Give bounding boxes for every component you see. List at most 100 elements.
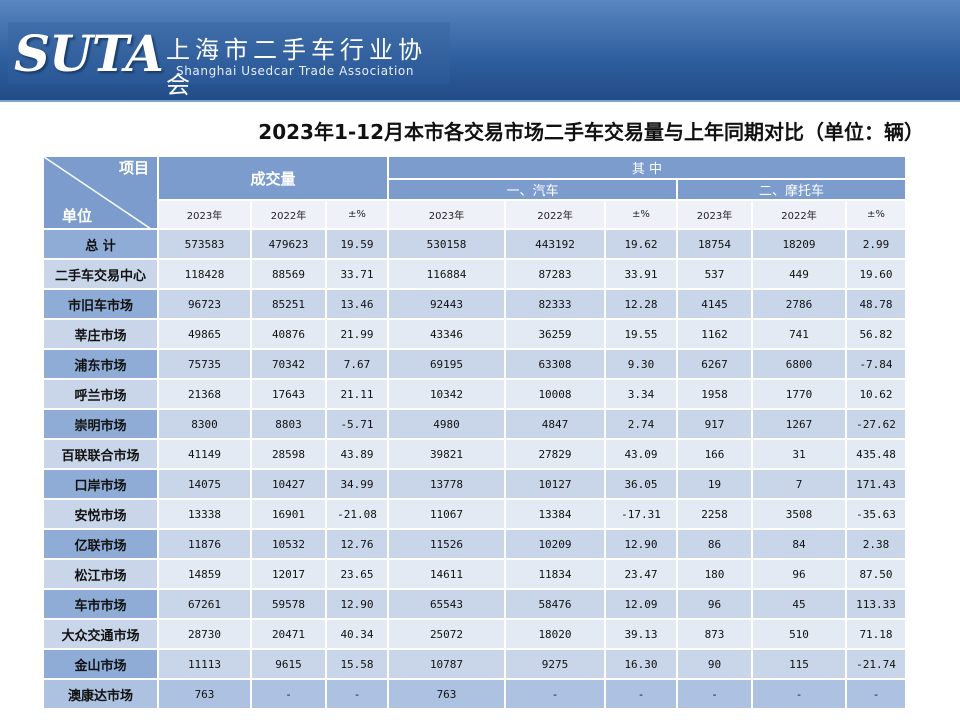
data-cell: 2786	[753, 290, 845, 318]
data-cell: 33.91	[606, 260, 676, 288]
data-cell: 435.48	[847, 440, 905, 468]
table-row: 亿联市场 11876 10532 12.76 11526 10209 12.90 86 84 2.…	[44, 530, 905, 558]
table-row: 崇明市场 8300 8803 -5.71 4980 4847 2.74 917 1267 -27.…	[44, 410, 905, 438]
table-row: 浦东市场 75735 70342 7.67 69195 63308 9.30 6267 6800…	[44, 350, 905, 378]
row-label: 崇明市场	[44, 410, 157, 438]
data-cell: 2.99	[847, 230, 905, 258]
table-row: 大众交通市场 28730 20471 40.34 25072 18020 39.13 873 5…	[44, 620, 905, 648]
data-cell: 67261	[159, 590, 250, 618]
data-cell: 537	[678, 260, 751, 288]
data-cell: 8803	[252, 410, 325, 438]
data-cell: -7.84	[847, 350, 905, 378]
data-cell: 56.82	[847, 320, 905, 348]
row-label: 大众交通市场	[44, 620, 157, 648]
data-cell: 12.90	[606, 530, 676, 558]
header-cars: 一、汽车	[389, 180, 676, 199]
table-row: 澳康达市场 763- -763- - - - -	[44, 680, 905, 708]
data-cell: 510	[753, 620, 845, 648]
data-cell: 6267	[678, 350, 751, 378]
data-cell: 4145	[678, 290, 751, 318]
data-cell: 12.76	[327, 530, 387, 558]
data-cell: 11113	[159, 650, 250, 678]
column-header: ±%	[606, 201, 676, 228]
data-cell: 88569	[252, 260, 325, 288]
column-header: 2022年	[753, 201, 845, 228]
data-cell: 763	[159, 680, 250, 708]
table-row: 总 计 573583 479623 19.59 530158 443192 19.62 187…	[44, 230, 905, 258]
data-cell: -	[327, 680, 387, 708]
data-cell: 12017	[252, 560, 325, 588]
logo-english-name: Shanghai Usedcar Trade Association	[176, 64, 415, 78]
data-cell: -	[678, 680, 751, 708]
data-cell: 28730	[159, 620, 250, 648]
logo-chinese-name: 上海市二手车行业协会	[166, 36, 427, 99]
data-cell: 19	[678, 470, 751, 498]
row-label: 总 计	[44, 230, 157, 258]
data-cell: 10127	[506, 470, 604, 498]
data-cell: 8300	[159, 410, 250, 438]
row-label: 澳康达市场	[44, 680, 157, 708]
data-cell: 87283	[506, 260, 604, 288]
column-header: 2023年	[389, 201, 504, 228]
page-title: 2023年1-12月本市各交易市场二手车交易量与上年同期对比（单位：辆）	[258, 120, 924, 144]
association-logo: SUTA 上海市二手车行业协会 Shanghai Usedcar Trade A…	[8, 22, 450, 99]
table-row: 呼兰市场 21368 17643 21.11 10342 10008 3.34 1958 177…	[44, 380, 905, 408]
row-label: 百联联合市场	[44, 440, 157, 468]
table-row: 松江市场 14859 12017 23.65 14611 11834 23.47 180 96 8…	[44, 560, 905, 588]
data-cell: 15.58	[327, 650, 387, 678]
data-cell: 479623	[252, 230, 325, 258]
corner-item-label: 项目	[118, 159, 149, 177]
data-cell: 9275	[506, 650, 604, 678]
data-cell: 10787	[389, 650, 504, 678]
data-cell: -	[753, 680, 845, 708]
column-header: 2023年	[159, 201, 250, 228]
header-banner: SUTA 上海市二手车行业协会 Shanghai Usedcar Trade A…	[0, 0, 960, 102]
data-cell: 96	[753, 560, 845, 588]
row-label: 口岸市场	[44, 470, 157, 498]
row-label: 车市市场	[44, 590, 157, 618]
data-cell: 86	[678, 530, 751, 558]
data-cell: 12.28	[606, 290, 676, 318]
data-cell: -	[252, 680, 325, 708]
data-cell: 10008	[506, 380, 604, 408]
row-label: 松江市场	[44, 560, 157, 588]
data-cell: 92443	[389, 290, 504, 318]
data-cell: -	[506, 680, 604, 708]
corner-unit-label: 单位	[62, 207, 93, 225]
data-cell: 115	[753, 650, 845, 678]
data-cell: 13.46	[327, 290, 387, 318]
data-cell: 530158	[389, 230, 504, 258]
data-cell: 87.50	[847, 560, 905, 588]
corner-header: 项目 单位	[44, 157, 157, 228]
data-cell: 2.38	[847, 530, 905, 558]
data-cell: 84	[753, 530, 845, 558]
data-cell: 2258	[678, 500, 751, 528]
data-cell: 1162	[678, 320, 751, 348]
data-cell: 96	[678, 590, 751, 618]
table-row: 莘庄市场 49865 40876 21.99 43346 36259 19.55 1162 74…	[44, 320, 905, 348]
table-row: 口岸市场 14075 10427 34.99 13778 10127 36.05 19 7 171…	[44, 470, 905, 498]
data-cell: 65543	[389, 590, 504, 618]
data-cell: 49865	[159, 320, 250, 348]
data-cell: 43.89	[327, 440, 387, 468]
data-cell: 10.62	[847, 380, 905, 408]
data-cell: 58476	[506, 590, 604, 618]
table-row: 百联联合市场 41149 28598 43.89 39821 27829 43.09 166 3…	[44, 440, 905, 468]
data-cell: 18020	[506, 620, 604, 648]
data-cell: -21.08	[327, 500, 387, 528]
data-cell: 13778	[389, 470, 504, 498]
data-cell: 33.71	[327, 260, 387, 288]
data-cell: 180	[678, 560, 751, 588]
data-cell: 16901	[252, 500, 325, 528]
data-cell: 14611	[389, 560, 504, 588]
data-cell: 43.09	[606, 440, 676, 468]
corner-diagonal	[44, 157, 151, 228]
data-cell: 171.43	[847, 470, 905, 498]
row-label: 安悦市场	[44, 500, 157, 528]
data-cell: 6800	[753, 350, 845, 378]
data-cell: 443192	[506, 230, 604, 258]
data-cell: 69195	[389, 350, 504, 378]
data-cell: 40876	[252, 320, 325, 348]
data-cell: 1267	[753, 410, 845, 438]
row-label: 二手车交易中心	[44, 260, 157, 288]
